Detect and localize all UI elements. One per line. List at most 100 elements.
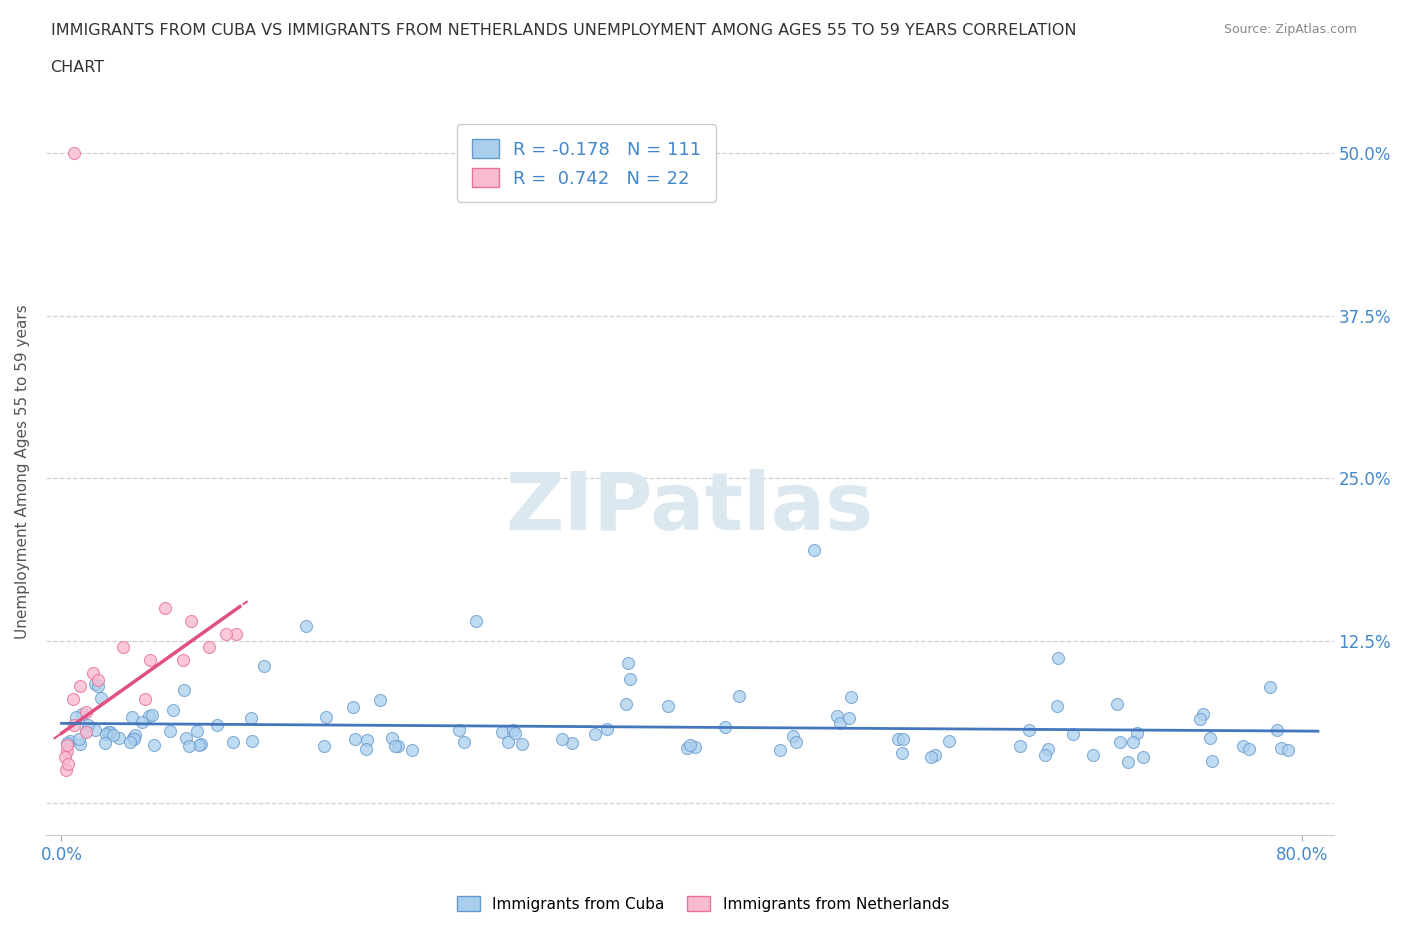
Point [107,731,129,746]
Point [1265,723,1288,737]
Point [891,732,914,747]
Point [121,710,143,724]
Point [1198,731,1220,746]
Point [491,724,513,739]
Point [838,711,860,725]
Point [124,731,146,746]
Point [1045,698,1067,713]
Point [118,735,141,750]
Point [253,658,276,673]
Point [55,763,77,777]
Point [1036,741,1059,756]
Point [387,738,409,753]
Text: IMMIGRANTS FROM CUBA VS IMMIGRANTS FROM NETHERLANDS UNEMPLOYMENT AMONG AGES 55 T: IMMIGRANTS FROM CUBA VS IMMIGRANTS FROM … [51,23,1076,38]
Point [294,618,316,633]
Point [82,666,104,681]
Point [825,709,848,724]
Point [131,714,153,729]
Point [617,656,640,671]
Point [124,727,146,742]
Point [159,724,181,738]
Point [839,689,862,704]
Point [94,726,117,741]
Point [728,688,751,703]
Point [240,711,263,725]
Point [924,748,946,763]
Point [56,736,79,751]
Text: CHART: CHART [51,60,104,75]
Point [173,683,195,698]
Point [886,732,908,747]
Point [449,723,471,737]
Point [222,735,245,750]
Point [172,653,194,668]
Point [75,724,97,739]
Point [683,739,706,754]
Point [828,716,851,731]
Point [103,727,125,742]
Point [179,738,201,753]
Point [314,739,336,754]
Point [401,742,423,757]
Point [1189,711,1212,726]
Point [1201,753,1223,768]
Point [69,737,91,751]
Text: ZIPatlas: ZIPatlas [506,469,875,547]
Point [938,734,960,749]
Point [215,627,238,642]
Point [769,743,792,758]
Point [141,708,163,723]
Y-axis label: Unemployment Among Ages 55 to 59 years: Unemployment Among Ages 55 to 59 years [15,304,30,639]
Point [1277,743,1299,758]
Point [510,737,533,751]
Point [111,640,134,655]
Point [70,706,93,721]
Point [1081,748,1104,763]
Point [785,735,807,750]
Point [619,671,641,686]
Point [1270,741,1292,756]
Point [596,722,619,737]
Point [1033,747,1056,762]
Legend: R = -0.178   N = 111, R =  0.742   N = 22: R = -0.178 N = 111, R = 0.742 N = 22 [457,125,716,202]
Point [84,723,107,737]
Point [67,731,90,746]
Point [65,709,87,724]
Point [58,756,80,771]
Point [315,710,337,724]
Point [1237,741,1260,756]
Point [225,627,247,642]
Point [503,726,526,741]
Point [679,737,702,752]
Point [94,736,117,751]
Point [63,146,86,161]
Point [1232,738,1254,753]
Text: Source: ZipAtlas.com: Source: ZipAtlas.com [1223,23,1357,36]
Point [75,705,97,720]
Point [100,725,122,740]
Point [381,731,404,746]
Point [197,640,219,655]
Point [162,702,184,717]
Point [675,741,697,756]
Point [384,739,406,754]
Point [62,692,84,707]
Point [496,735,519,750]
Point [55,744,77,759]
Point [90,691,112,706]
Point [356,733,378,748]
Point [205,718,228,733]
Point [368,693,391,708]
Point [344,732,367,747]
Point [180,614,202,629]
Point [782,729,804,744]
Point [614,697,637,711]
Point [153,601,176,616]
Point [890,745,912,760]
Point [87,672,110,687]
Point [1010,739,1032,754]
Point [1126,725,1149,740]
Point [354,742,377,757]
Point [138,709,160,724]
Point [84,677,107,692]
